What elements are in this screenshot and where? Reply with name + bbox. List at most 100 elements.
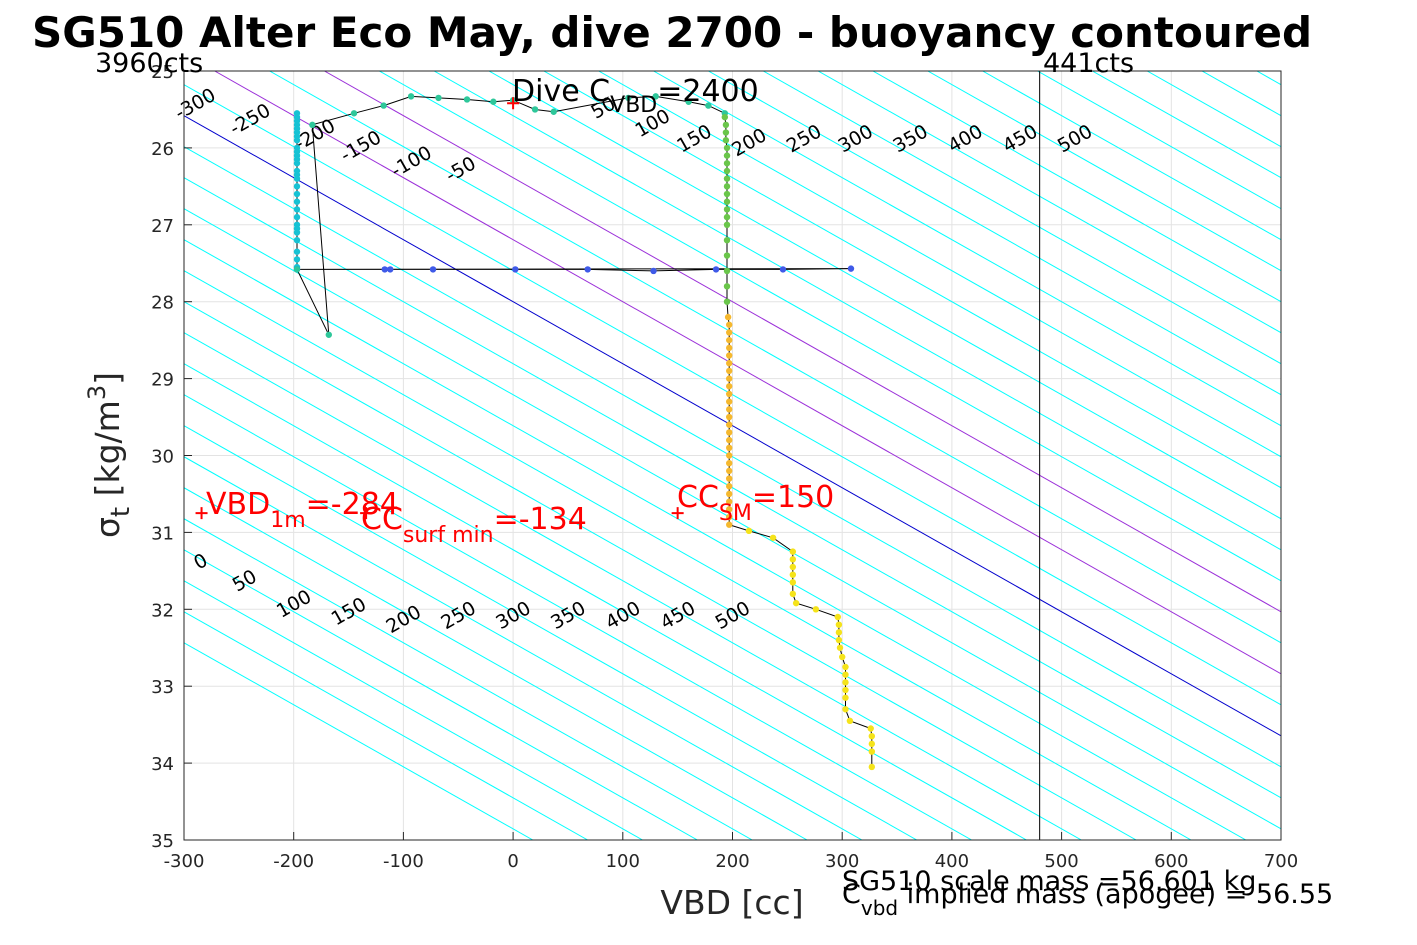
data-point bbox=[705, 102, 712, 109]
data-point bbox=[836, 644, 844, 651]
data-point bbox=[745, 527, 753, 535]
data-point bbox=[726, 483, 733, 490]
data-point bbox=[726, 367, 733, 375]
data-point bbox=[293, 206, 301, 213]
data-point bbox=[726, 336, 733, 344]
contour-line-magenta bbox=[214, 71, 1281, 675]
data-point bbox=[293, 236, 301, 244]
data-point bbox=[789, 556, 797, 563]
cc-sm-value: =150 bbox=[752, 480, 834, 515]
data-point bbox=[868, 763, 876, 771]
implied-mass-base: C bbox=[842, 879, 861, 910]
data-point bbox=[293, 266, 301, 273]
contour-line-cyan bbox=[184, 270, 1192, 840]
y-axis-label-close: ] bbox=[88, 372, 127, 385]
data-point bbox=[835, 621, 843, 628]
data-point bbox=[429, 266, 437, 273]
data-point bbox=[723, 298, 731, 305]
y-tick-label: 32 bbox=[151, 600, 174, 621]
data-point bbox=[293, 213, 301, 221]
data-point bbox=[381, 266, 388, 273]
contour-line-cyan bbox=[653, 71, 1281, 427]
contour-line-cyan bbox=[762, 71, 1281, 365]
contour-line-cyan bbox=[184, 177, 1281, 799]
contour-line-cyan bbox=[184, 363, 1027, 840]
cc-surf-min-value: =-134 bbox=[494, 502, 587, 537]
x-tick-label: -200 bbox=[273, 851, 314, 872]
contour-line-zero bbox=[184, 115, 1281, 737]
contour-line-cyan bbox=[598, 71, 1281, 458]
data-point bbox=[723, 152, 731, 159]
data-point bbox=[293, 175, 301, 182]
data-point bbox=[812, 606, 820, 613]
counts-right-label: 441cts bbox=[1043, 48, 1134, 79]
counts-left-label: 3960cts bbox=[95, 48, 203, 79]
x-tick-label: 700 bbox=[1264, 851, 1298, 872]
data-point bbox=[721, 113, 729, 121]
data-point bbox=[769, 534, 777, 541]
data-point bbox=[726, 459, 733, 467]
data-point bbox=[726, 383, 733, 390]
data-point bbox=[712, 266, 720, 273]
data-point bbox=[842, 671, 849, 678]
data-point bbox=[723, 206, 731, 213]
contour-line-cyan bbox=[379, 71, 1281, 582]
data-point bbox=[723, 213, 731, 221]
contour-line-cyan bbox=[982, 71, 1281, 241]
contour-line-cyan bbox=[184, 84, 1281, 706]
contour-line-cyan bbox=[433, 71, 1281, 551]
data-point bbox=[723, 167, 731, 175]
data-point bbox=[685, 98, 692, 105]
data-point bbox=[722, 129, 730, 136]
vbd-1m-base: VBD bbox=[206, 487, 270, 522]
data-point bbox=[789, 590, 797, 598]
data-point bbox=[842, 686, 849, 694]
data-point bbox=[722, 121, 730, 129]
data-point bbox=[723, 144, 731, 152]
data-point bbox=[293, 198, 301, 205]
contour-line-cyan bbox=[184, 301, 1137, 840]
contour-line-cyan bbox=[184, 425, 918, 840]
cc-surf-min-annotation: CCsurf min=-134 bbox=[361, 502, 587, 548]
data-point bbox=[834, 613, 842, 621]
data-point bbox=[293, 183, 301, 190]
contour-line-cyan bbox=[1312, 71, 1417, 840]
data-point bbox=[387, 266, 394, 273]
data-point bbox=[726, 390, 733, 398]
vbd-1m-value: =-284 bbox=[306, 487, 399, 522]
data-point bbox=[835, 629, 843, 636]
data-point bbox=[789, 563, 797, 571]
y-axis-label-sub: t bbox=[106, 507, 136, 517]
dive-cvbd-sub: VBD bbox=[610, 93, 657, 118]
contour-lines bbox=[184, 71, 1417, 840]
data-point bbox=[325, 331, 333, 338]
cc-sm-base: CC bbox=[677, 480, 719, 515]
data-point bbox=[726, 398, 733, 405]
data-point bbox=[726, 352, 733, 359]
data-point bbox=[726, 467, 733, 475]
contour-line-cyan bbox=[184, 487, 808, 840]
data-point bbox=[726, 498, 733, 505]
data-point bbox=[726, 490, 733, 498]
scale-mass-annotation: SG510 scale mass =56.601 kg bbox=[842, 866, 1256, 897]
data-point bbox=[726, 413, 733, 421]
data-point bbox=[792, 599, 800, 607]
contour-line-cyan bbox=[184, 642, 534, 840]
data-point bbox=[726, 406, 733, 413]
y-tick-label: 31 bbox=[151, 523, 174, 544]
implied-mass-annotation: Cvbd implied mass (apogee) = 56.55 bbox=[842, 879, 1333, 920]
contour-line-cyan bbox=[1037, 71, 1281, 210]
y-axis-label-base: σ bbox=[88, 517, 127, 538]
data-point bbox=[625, 94, 632, 102]
data-point bbox=[726, 344, 733, 352]
data-point bbox=[293, 256, 301, 263]
y-axis-label: σt [kg/m3] bbox=[83, 372, 136, 538]
contour-line-cyan bbox=[184, 239, 1247, 840]
data-point bbox=[435, 94, 442, 102]
contour-line-cyan bbox=[184, 580, 643, 840]
data-point bbox=[868, 740, 876, 748]
data-point bbox=[723, 236, 731, 244]
data-point bbox=[723, 267, 731, 275]
x-axis-label: VBD [cc] bbox=[660, 883, 803, 922]
y-axis-label-sup: 3 bbox=[83, 385, 111, 400]
